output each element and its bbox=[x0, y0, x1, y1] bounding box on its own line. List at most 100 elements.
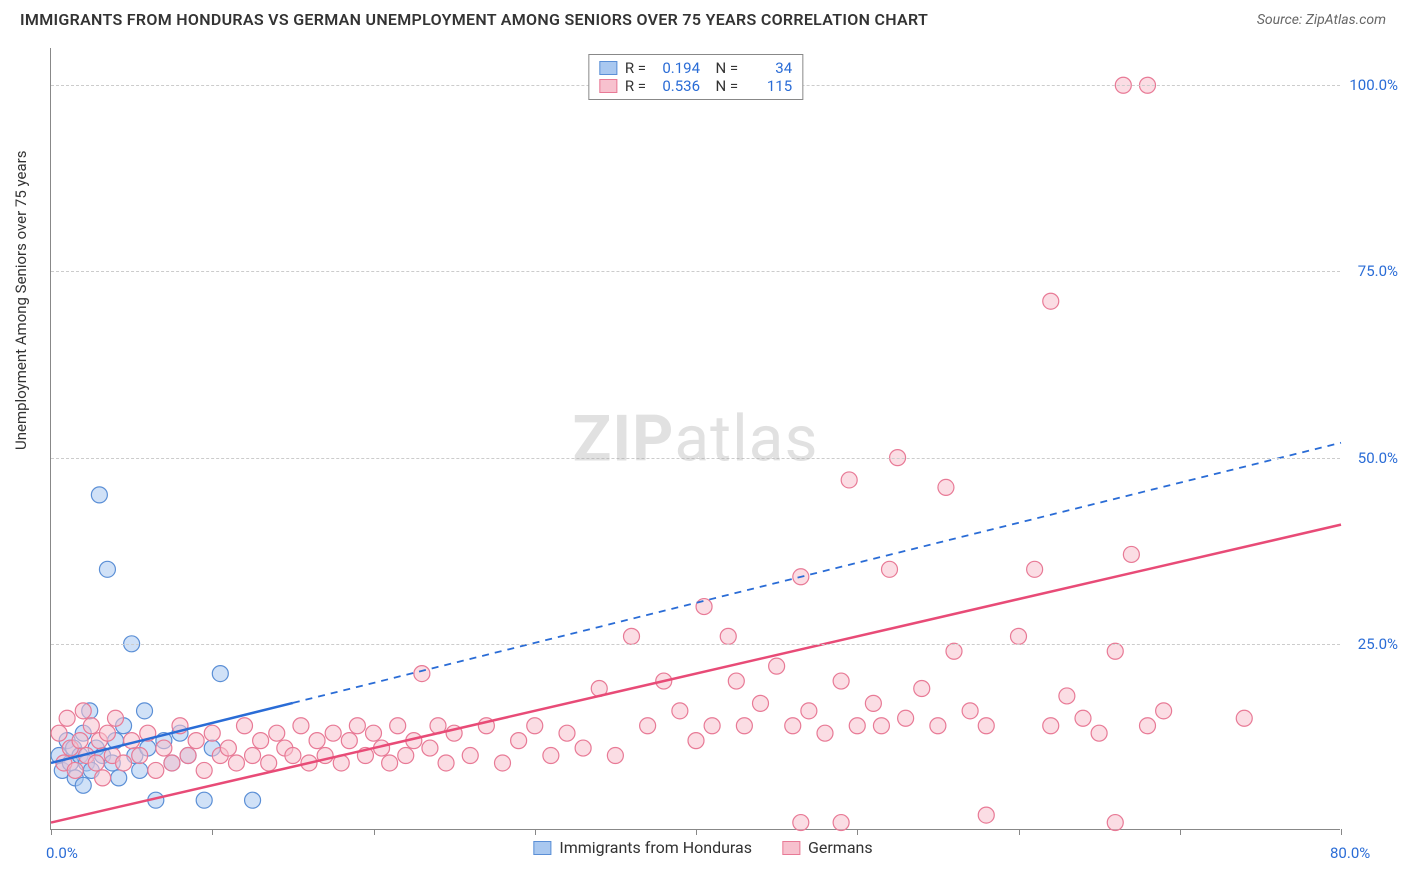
data-point bbox=[1059, 688, 1075, 704]
trend-line-dashed bbox=[293, 443, 1341, 703]
data-point bbox=[841, 472, 857, 488]
grid-line bbox=[51, 271, 1340, 272]
data-point bbox=[414, 666, 430, 682]
y-tick-label: 25.0% bbox=[1358, 635, 1398, 653]
data-point bbox=[1091, 725, 1107, 741]
data-point bbox=[511, 733, 527, 749]
data-point bbox=[930, 718, 946, 734]
data-point bbox=[873, 718, 889, 734]
data-point bbox=[164, 755, 180, 771]
r-value: 0.536 bbox=[654, 77, 700, 95]
source-attribution: Source: ZipAtlas.com bbox=[1257, 12, 1386, 28]
data-point bbox=[720, 628, 736, 644]
data-point bbox=[51, 725, 67, 741]
y-tick-label: 50.0% bbox=[1358, 449, 1398, 467]
legend-item: Immigrants from Honduras bbox=[533, 838, 752, 857]
x-tick bbox=[374, 829, 375, 835]
chart-title: IMMIGRANTS FROM HONDURAS VS GERMAN UNEMP… bbox=[20, 10, 928, 29]
data-point bbox=[95, 770, 111, 786]
data-point bbox=[978, 807, 994, 823]
y-tick-label: 100.0% bbox=[1349, 76, 1398, 94]
data-point bbox=[1011, 628, 1027, 644]
legend-label: Germans bbox=[808, 838, 873, 857]
y-axis-label: Unemployment Among Seniors over 75 years bbox=[12, 151, 30, 450]
series-legend: Immigrants from Honduras Germans bbox=[533, 838, 872, 857]
n-value: 34 bbox=[746, 59, 792, 77]
legend-label: Immigrants from Honduras bbox=[559, 838, 752, 857]
scatter-svg bbox=[51, 48, 1341, 830]
data-point bbox=[728, 673, 744, 689]
data-point bbox=[793, 815, 809, 831]
data-point bbox=[237, 718, 253, 734]
data-point bbox=[75, 703, 91, 719]
legend-swatch bbox=[599, 79, 617, 93]
x-tick bbox=[857, 829, 858, 835]
data-point bbox=[688, 733, 704, 749]
data-point bbox=[769, 658, 785, 674]
data-point bbox=[309, 733, 325, 749]
data-point bbox=[59, 710, 75, 726]
x-axis-max-label: 80.0% bbox=[1330, 844, 1370, 862]
data-point bbox=[132, 762, 148, 778]
r-label: R = bbox=[625, 59, 646, 77]
data-point bbox=[422, 740, 438, 756]
data-point bbox=[220, 740, 236, 756]
data-point bbox=[801, 703, 817, 719]
data-point bbox=[1043, 293, 1059, 309]
x-tick bbox=[212, 829, 213, 835]
n-label: N = bbox=[708, 59, 738, 77]
data-point bbox=[833, 673, 849, 689]
data-point bbox=[398, 748, 414, 764]
legend-swatch bbox=[533, 841, 551, 855]
data-point bbox=[180, 748, 196, 764]
data-point bbox=[882, 561, 898, 577]
n-label: N = bbox=[708, 77, 738, 95]
data-point bbox=[1027, 561, 1043, 577]
data-point bbox=[753, 695, 769, 711]
data-point bbox=[99, 561, 115, 577]
trend-line bbox=[51, 525, 1341, 823]
data-point bbox=[156, 740, 172, 756]
data-point bbox=[325, 725, 341, 741]
legend-swatch bbox=[782, 841, 800, 855]
data-point bbox=[390, 718, 406, 734]
data-point bbox=[245, 748, 261, 764]
data-point bbox=[212, 666, 228, 682]
data-point bbox=[382, 755, 398, 771]
data-point bbox=[672, 703, 688, 719]
data-point bbox=[188, 733, 204, 749]
data-point bbox=[495, 755, 511, 771]
data-point bbox=[946, 643, 962, 659]
x-tick bbox=[1019, 829, 1020, 835]
x-tick bbox=[696, 829, 697, 835]
data-point bbox=[938, 479, 954, 495]
data-point bbox=[462, 748, 478, 764]
data-point bbox=[914, 680, 930, 696]
data-point bbox=[575, 740, 591, 756]
data-point bbox=[1236, 710, 1252, 726]
data-point bbox=[285, 748, 301, 764]
data-point bbox=[269, 725, 285, 741]
data-point bbox=[341, 733, 357, 749]
data-point bbox=[865, 695, 881, 711]
data-point bbox=[366, 725, 382, 741]
data-point bbox=[696, 599, 712, 615]
x-tick bbox=[1180, 829, 1181, 835]
data-point bbox=[108, 710, 124, 726]
x-tick bbox=[1341, 829, 1342, 835]
data-point bbox=[204, 725, 220, 741]
data-point bbox=[132, 748, 148, 764]
x-axis-origin-label: 0.0% bbox=[46, 844, 78, 862]
correlation-legend-row: R =0.194 N =34 bbox=[599, 59, 792, 77]
data-point bbox=[253, 733, 269, 749]
y-tick-label: 75.0% bbox=[1358, 262, 1398, 280]
data-point bbox=[527, 718, 543, 734]
data-point bbox=[736, 718, 752, 734]
data-point bbox=[559, 725, 575, 741]
data-point bbox=[1107, 815, 1123, 831]
data-point bbox=[978, 718, 994, 734]
correlation-legend-row: R =0.536 N =115 bbox=[599, 77, 792, 95]
data-point bbox=[228, 755, 244, 771]
data-point bbox=[99, 725, 115, 741]
x-tick bbox=[51, 829, 52, 835]
